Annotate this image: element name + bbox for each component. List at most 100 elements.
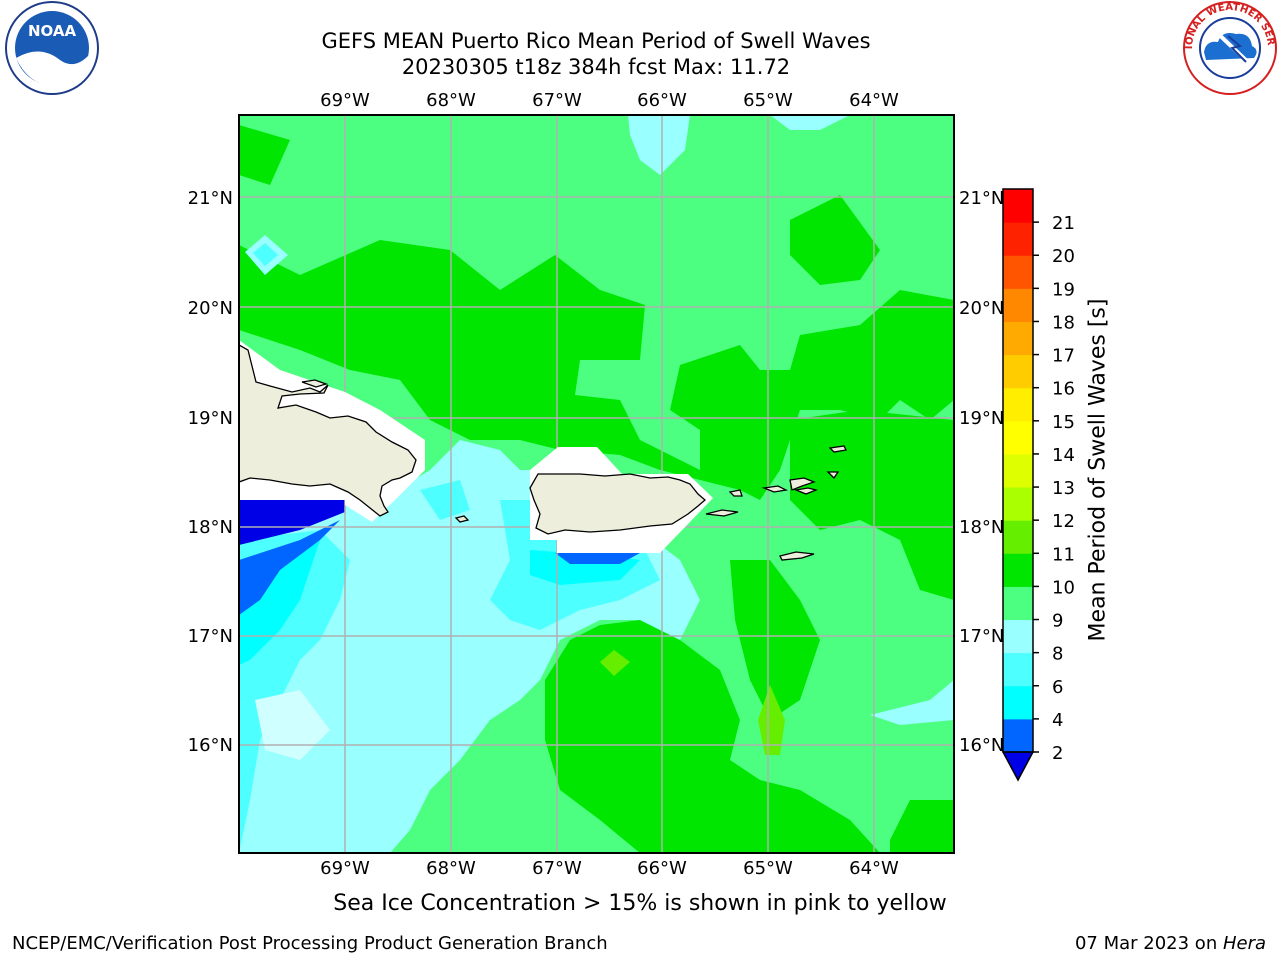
vieques-island [705,509,739,517]
colorbar-band [1003,222,1033,256]
lon-label-top: 64°W [849,90,899,111]
colorbar-label: Mean Period of Swell Waves [s] [1085,298,1111,642]
lon-labels-top: 69°W 68°W 67°W 66°W 65°W 64°W [320,90,899,111]
swell-spot-sw-white [255,690,330,760]
swell-region-10-11-north [239,240,954,500]
colorbar-tick-label: 10 [1052,577,1075,598]
colorbar-tick-label: 17 [1052,346,1075,367]
colorbar-frame [1002,188,1034,753]
colorbar-band [1003,189,1033,223]
colorbar-band [1003,619,1033,654]
swell-spot-ne-cyan [770,115,850,130]
colorbar-band [1003,387,1033,422]
colorbar-band [1003,420,1033,455]
colorbar-tick-label: 6 [1052,677,1063,698]
lat-label-left: 18°N [188,517,233,538]
swell-region-10-11-nw [239,125,290,185]
colorbar-tick-label: 9 [1052,611,1063,632]
map-subtitle: 20230305 t18z 384h fcst Max: 11.72 [401,55,791,79]
map-title: GEFS MEAN Puerto Rico Mean Period of Swe… [321,29,871,53]
swell-spot-nw-cyan-inner [253,243,278,266]
colorbar-band [1003,685,1033,720]
colorbar: 2 4 6 8 9 10 11 12 13 14 15 16 17 18 19 20 21 [1001,188,1075,782]
puerto-rico-land [529,473,706,535]
lon-label-bottom: 67°W [532,858,582,879]
lon-label-top: 65°W [743,90,793,111]
swell-spot-n-cyan [628,115,690,175]
noaa-logo: NOAA [5,1,99,95]
colorbar-tick-label: 12 [1052,511,1075,532]
lon-label-top: 67°W [532,90,582,111]
colorbar-tick-label: 2 [1052,743,1063,764]
swell-region-10-11-se [730,560,820,720]
hispaniola-land [239,344,417,517]
swell-spot-e-cyan [870,680,954,725]
lon-label-bottom: 68°W [426,858,476,879]
st-croix-island [779,551,815,561]
swell-region-lt2 [239,500,345,545]
lat-labels-left: 21°N 20°N 19°N 18°N 17°N 16°N [188,188,233,756]
colorbar-band [1003,520,1033,554]
lat-label-left: 17°N [188,626,233,647]
credit-branch: NCEP/EMC/Verification Post Processing Pr… [12,933,608,954]
colorbar-band [1003,288,1033,322]
lat-label-right: 19°N [959,408,1004,429]
swell-region-6-8-b [420,480,470,520]
colorbar-tick-label: 11 [1052,544,1075,565]
colorbar-tick-label: 19 [1052,279,1075,300]
st-thomas-island [761,485,789,493]
lon-label-bottom: 65°W [743,858,793,879]
colorbar-band [1003,255,1033,289]
credit-host: Hera [1222,933,1266,954]
lat-label-right: 16°N [959,735,1004,756]
colorbar-band [1003,453,1033,488]
tortuga-island [301,379,329,388]
swell-region-10-11-east [790,410,954,600]
colorbar-tick-label: 4 [1052,710,1063,731]
colorbar-band [1003,718,1033,753]
lon-label-top: 69°W [320,90,370,111]
colorbar-tick-label: 16 [1052,379,1075,400]
virgin-gorda-island [826,471,840,480]
sea-ice-note: Sea Ice Concentration > 15% is shown in … [333,891,947,916]
lat-labels-right: 21°N 20°N 19°N 18°N 17°N 16°N [959,188,1004,756]
lon-label-top: 66°W [637,90,687,111]
swell-region-2-4 [239,520,340,615]
svg-text:NATIONAL WEATHER SERVICE: NATIONAL WEATHER SERVICE [0,0,1276,49]
colorbar-tick-label: 21 [1052,213,1075,234]
lon-label-bottom: 64°W [849,858,899,879]
land-layer [239,340,847,561]
mona-island [454,515,470,523]
lon-label-bottom: 66°W [637,858,687,879]
lon-label-top: 68°W [426,90,476,111]
lat-label-left: 20°N [188,298,233,319]
swell-region-10-11-south [545,620,880,853]
colorbar-band [1003,652,1033,687]
lat-label-left: 19°N [188,408,233,429]
swell-spot-green-south [600,650,630,676]
tortola-island [793,487,819,495]
colorbar-tick-label: 20 [1052,246,1075,267]
nws-logo-text: NATIONAL WEATHER SERVICE [0,0,1276,49]
lat-label-left: 16°N [188,735,233,756]
culebra-island [728,489,743,497]
lat-label-right: 21°N [959,188,1004,209]
swell-region-10-11-far-se [890,800,954,853]
colorbar-band [1003,354,1033,389]
swell-region-2-4-b [555,553,640,564]
noaa-logo-text: NOAA [28,22,77,40]
credit-date: 07 Mar 2023 on Hera [1075,933,1266,954]
anegada-island [828,445,847,453]
colorbar-tick-label: 8 [1052,644,1063,665]
credit-date-text: 07 Mar 2023 on [1074,933,1223,954]
lon-labels-bottom: 69°W 68°W 67°W 66°W 65°W 64°W [320,858,899,879]
colorbar-band [1003,487,1033,521]
colorbar-band [1003,586,1033,621]
lon-label-bottom: 69°W [320,858,370,879]
colorbar-band [1003,321,1033,356]
lat-label-left: 21°N [188,188,233,209]
colorbar-tick-label: 13 [1052,478,1075,499]
colorbar-band [1003,553,1033,587]
swell-region-4-6 [239,540,320,665]
